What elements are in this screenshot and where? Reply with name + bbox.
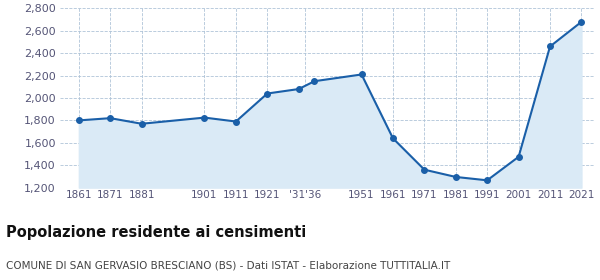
Text: Popolazione residente ai censimenti: Popolazione residente ai censimenti [6,225,306,240]
Text: COMUNE DI SAN GERVASIO BRESCIANO (BS) - Dati ISTAT - Elaborazione TUTTITALIA.IT: COMUNE DI SAN GERVASIO BRESCIANO (BS) - … [6,261,450,271]
